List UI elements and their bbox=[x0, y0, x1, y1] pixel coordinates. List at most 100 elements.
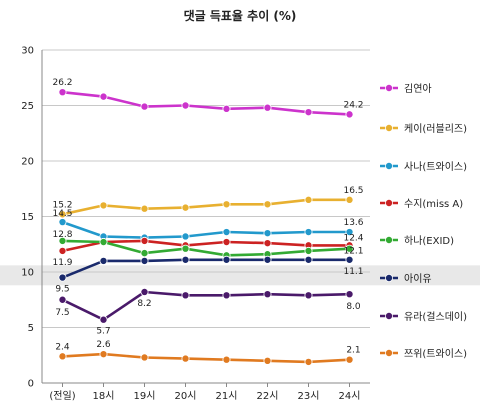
series-layer bbox=[58, 88, 354, 366]
series-line bbox=[62, 239, 350, 257]
data-point bbox=[345, 355, 354, 364]
legend-marker bbox=[384, 84, 393, 93]
legend-marker bbox=[384, 273, 393, 282]
data-point bbox=[58, 88, 67, 97]
data-label: 5.7 bbox=[96, 327, 110, 337]
data-point bbox=[263, 290, 272, 299]
legend-marker bbox=[384, 235, 393, 244]
legend-label: 사나(트와이스) bbox=[404, 161, 467, 173]
data-point bbox=[304, 246, 313, 255]
data-point bbox=[140, 236, 149, 245]
grid-layer bbox=[42, 49, 370, 328]
legend-item-6: 유라(걸스데이) bbox=[380, 310, 467, 323]
legend-item-4: 하나(EXID) bbox=[380, 234, 454, 247]
x-tick-label: 21시 bbox=[216, 390, 238, 402]
data-point bbox=[58, 295, 67, 304]
data-point bbox=[263, 200, 272, 209]
data-point bbox=[263, 103, 272, 112]
data-point bbox=[222, 104, 231, 113]
data-point bbox=[263, 255, 272, 264]
data-point bbox=[222, 228, 231, 237]
data-point bbox=[181, 244, 190, 253]
legend-marker bbox=[384, 198, 393, 207]
data-point bbox=[99, 256, 108, 265]
data-point bbox=[263, 356, 272, 365]
x-tick-label: 19시 bbox=[134, 390, 156, 402]
data-point bbox=[181, 255, 190, 264]
series-line bbox=[61, 290, 350, 322]
x-tick-label: 22시 bbox=[257, 390, 279, 402]
data-label: 15.2 bbox=[52, 200, 72, 210]
data-label: 8.2 bbox=[137, 299, 151, 309]
data-point bbox=[304, 108, 313, 117]
data-point bbox=[222, 355, 231, 364]
series-line bbox=[62, 239, 350, 253]
data-point bbox=[58, 210, 67, 219]
data-point bbox=[181, 101, 190, 110]
legend-item-7: 쯔위(트와이스) bbox=[380, 347, 467, 360]
legend-marker bbox=[384, 161, 393, 170]
y-tick-label: 20 bbox=[21, 157, 34, 168]
legend-label: 아이유 bbox=[404, 273, 432, 285]
data-label: 2.4 bbox=[55, 342, 70, 352]
data-point bbox=[181, 354, 190, 363]
legend-item-0: 김연아 bbox=[380, 83, 432, 95]
data-label: 8.0 bbox=[346, 302, 361, 312]
series-6 bbox=[58, 287, 354, 324]
data-point bbox=[99, 92, 108, 101]
data-point bbox=[304, 291, 313, 300]
data-label: 26.2 bbox=[52, 78, 72, 88]
data-label-layer: 26.2 24.2 15.2 16.5 14.5 13.6 11.9 12.4 12.8 12.1… bbox=[52, 78, 363, 356]
data-point bbox=[58, 246, 67, 255]
data-point bbox=[345, 290, 354, 299]
legend-label: 수지(miss A) bbox=[404, 198, 463, 210]
data-label: 12.1 bbox=[343, 247, 363, 257]
data-point bbox=[345, 255, 354, 264]
y-tick-label: 10 bbox=[21, 268, 34, 279]
data-label: 2.1 bbox=[346, 346, 360, 356]
data-label: 11.9 bbox=[52, 258, 72, 268]
data-point bbox=[181, 291, 190, 300]
data-point bbox=[140, 256, 149, 265]
legend-marker bbox=[384, 311, 393, 320]
x-tick-label: (전일) bbox=[49, 390, 75, 402]
series-5 bbox=[58, 255, 354, 282]
data-point bbox=[140, 287, 149, 296]
legend-label: 유라(걸스데이) bbox=[404, 310, 467, 323]
data-point bbox=[58, 352, 67, 361]
data-point bbox=[99, 315, 108, 324]
data-label: 9.5 bbox=[55, 285, 69, 295]
data-label: 7.5 bbox=[55, 308, 69, 318]
series-3 bbox=[58, 236, 354, 255]
data-point bbox=[304, 357, 313, 366]
legend-marker bbox=[384, 348, 393, 357]
legend-item-1: 케이(러블리즈) bbox=[380, 123, 467, 135]
data-point bbox=[304, 228, 313, 237]
legend-label: 케이(러블리즈) bbox=[404, 123, 467, 135]
data-point bbox=[140, 353, 149, 362]
data-point bbox=[99, 350, 108, 359]
chart-title: 댓글 득표율 추이 (%) bbox=[184, 8, 297, 23]
data-point bbox=[222, 255, 231, 264]
data-point bbox=[222, 200, 231, 209]
x-tick-label: 23시 bbox=[298, 390, 320, 402]
data-point bbox=[58, 218, 67, 227]
legend-marker bbox=[384, 124, 393, 133]
data-label: 24.2 bbox=[343, 100, 363, 110]
data-point bbox=[181, 203, 190, 212]
legend-item-2: 사나(트와이스) bbox=[380, 161, 467, 173]
y-tick-label: 30 bbox=[21, 46, 34, 57]
series-4 bbox=[58, 236, 354, 260]
data-point bbox=[263, 239, 272, 248]
data-label: 2.6 bbox=[96, 340, 111, 350]
series-1 bbox=[58, 195, 354, 219]
x-tick-label: 18시 bbox=[93, 390, 115, 402]
data-point bbox=[140, 249, 149, 258]
data-point bbox=[58, 273, 67, 282]
legend-label: 하나(EXID) bbox=[404, 234, 454, 247]
data-point bbox=[140, 102, 149, 111]
series-7 bbox=[58, 350, 354, 366]
